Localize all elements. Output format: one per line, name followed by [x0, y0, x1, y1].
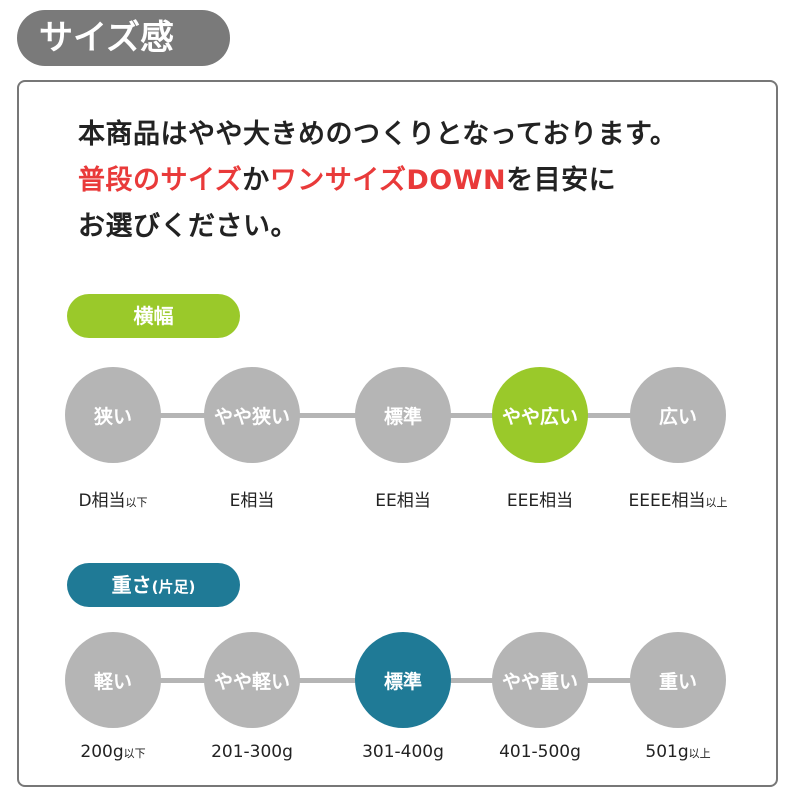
weight-step-circle: 軽い: [65, 632, 161, 728]
weight-category-badge: 重さ(片足): [67, 563, 240, 607]
width-step-label: EE相当: [375, 486, 430, 511]
step-suffix: 以下: [125, 496, 148, 509]
weight-label: 重さ: [111, 573, 152, 597]
width-step-circle: 標準: [355, 367, 451, 463]
step-suffix: 以下: [123, 747, 146, 760]
step-value: EEE相当: [506, 491, 574, 511]
width-step-label: EEEE相当以上: [629, 486, 728, 511]
weight-label-note: (片足): [151, 578, 196, 596]
intro-line-2-end: を目安に: [506, 165, 617, 196]
weight-step-label: 200g以下: [80, 742, 145, 762]
weight-step-label: 201-300g: [211, 742, 293, 762]
width-step-label: D相当以下: [78, 486, 147, 511]
width-category-badge: 横幅: [67, 294, 240, 338]
weight-step-circle: 標準: [355, 632, 451, 728]
intro-line-3: お選びください。: [78, 211, 298, 242]
step-suffix: 以上: [688, 747, 711, 760]
step-value: E相当: [229, 491, 275, 511]
step-value: 501g: [645, 742, 689, 762]
weight-step-circle: 重い: [630, 632, 726, 728]
weight-step-label: 301-400g: [362, 742, 444, 762]
step-value: 301-400g: [362, 742, 444, 762]
width-step-label: EEE相当: [507, 486, 573, 511]
width-step-circle: 広い: [630, 367, 726, 463]
step-value: 201-300g: [211, 742, 293, 762]
intro-connector: か: [242, 165, 270, 196]
width-step-circle: 狭い: [65, 367, 161, 463]
width-step-label: E相当: [230, 486, 275, 511]
intro-line-1: 本商品はやや大きめのつくりとなっております。: [78, 119, 678, 150]
size-info-panel: [17, 80, 778, 787]
step-value: 401-500g: [499, 742, 581, 762]
intro-text: 本商品はやや大きめのつくりとなっております。 普段のサイズかワンサイズDOWNを…: [78, 112, 677, 250]
step-value: D相当: [78, 491, 126, 511]
intro-line-2: 普段のサイズかワンサイズDOWNを目安に: [78, 158, 677, 204]
highlight-one-size-down: ワンサイズDOWN: [269, 165, 507, 196]
step-value: 200g: [80, 742, 124, 762]
step-suffix: 以上: [705, 496, 728, 509]
step-value: EE相当: [375, 491, 431, 511]
weight-step-circle: やや軽い: [204, 632, 300, 728]
width-step-circle: やや狭い: [204, 367, 300, 463]
width-step-circle: やや広い: [492, 367, 588, 463]
weight-step-label: 401-500g: [499, 742, 581, 762]
step-value: EEEE相当: [628, 491, 706, 511]
section-title: サイズ感: [17, 10, 230, 66]
weight-step-label: 501g以上: [645, 742, 710, 762]
weight-step-circle: やや重い: [492, 632, 588, 728]
highlight-usual-size: 普段のサイズ: [78, 165, 243, 196]
